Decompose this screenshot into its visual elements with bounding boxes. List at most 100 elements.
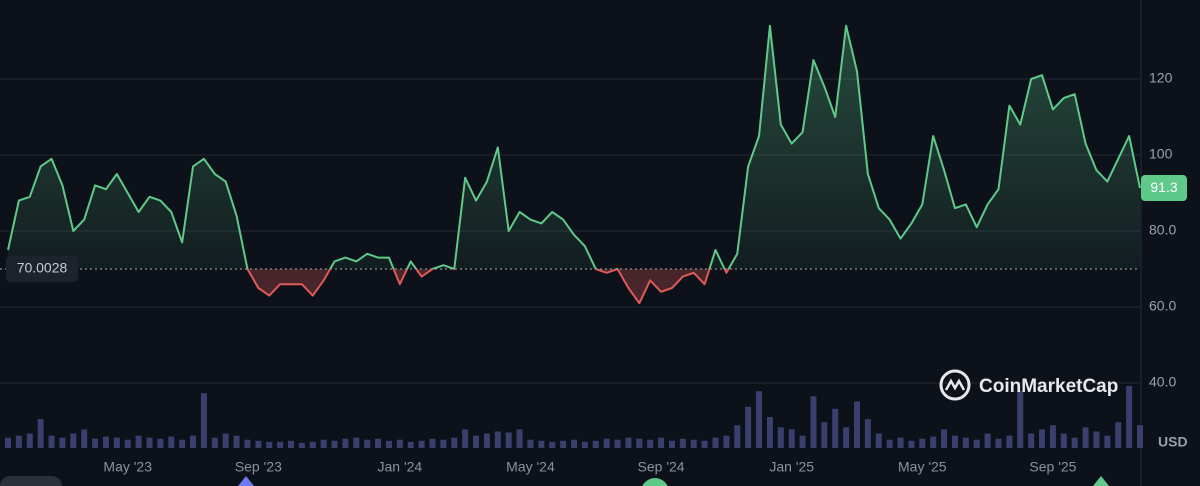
event-marker[interactable] <box>641 478 669 486</box>
volume-bar <box>919 438 926 448</box>
volume-bar <box>908 440 915 448</box>
x-tick-label: Jan '24 <box>377 459 422 475</box>
volume-bar <box>222 433 229 448</box>
logo-icon <box>939 369 971 401</box>
x-tick-label: May '24 <box>506 459 555 475</box>
x-tick-label: Sep '25 <box>1029 459 1076 475</box>
volume-bar <box>233 435 240 448</box>
volume-bar <box>723 435 730 448</box>
volume-bar <box>124 439 131 448</box>
volume-bar <box>1126 386 1133 448</box>
event-marker[interactable] <box>1093 476 1109 486</box>
volume-bar <box>473 435 480 448</box>
volume-bar <box>113 437 120 448</box>
volume-bar <box>211 437 218 448</box>
volume-bar <box>995 438 1002 448</box>
volume-bar <box>549 441 556 448</box>
volume-bar <box>1039 429 1046 448</box>
volume-bar <box>168 436 175 448</box>
volume-bar <box>984 433 991 448</box>
y-tick-label: 80.0 <box>1149 222 1176 238</box>
volume-bar <box>37 419 44 448</box>
volume-bar <box>277 441 284 448</box>
volume-bar <box>854 401 860 448</box>
volume-bar <box>668 440 675 448</box>
volume-bar <box>788 429 795 448</box>
volume-bar <box>592 440 599 448</box>
volume-bar <box>647 439 654 448</box>
volume-bar <box>429 438 436 448</box>
x-tick-label: Sep '24 <box>638 459 685 475</box>
volume-bar <box>875 433 882 448</box>
volume-bar <box>331 440 338 448</box>
volume-bar <box>1060 433 1067 448</box>
baseline-label: 70.0028 <box>17 260 68 276</box>
plot <box>0 24 1141 305</box>
volume-bar <box>70 433 77 448</box>
area-below <box>247 268 729 304</box>
volume-bar <box>81 429 88 448</box>
volume-bar <box>745 406 752 448</box>
volume-bar <box>342 438 349 448</box>
x-tick-label: Jan '25 <box>769 459 814 475</box>
volume-bar <box>734 425 741 448</box>
volume-bar <box>581 441 588 448</box>
baseline-label-box <box>6 255 78 282</box>
volume-bar <box>690 439 697 448</box>
watermark-text: CoinMarketCap <box>979 376 1118 397</box>
volume-bar <box>658 437 665 448</box>
volume-bar <box>244 439 251 448</box>
currency-label: USD <box>1158 434 1188 450</box>
control-button[interactable] <box>0 476 62 486</box>
volume-bar <box>1104 435 1111 448</box>
volume-bar <box>962 437 969 448</box>
volume-bar <box>843 427 850 448</box>
volume-bar <box>179 439 186 448</box>
volume-bar <box>571 439 577 448</box>
volume-bar <box>102 436 109 448</box>
volume-bar <box>1071 437 1078 448</box>
volume-bar <box>5 437 11 448</box>
volume-bar <box>636 438 643 448</box>
x-tick-label: May '25 <box>898 459 947 475</box>
volume-bar <box>832 408 839 448</box>
event-marker[interactable] <box>238 476 254 486</box>
x-tick-label: Sep '23 <box>235 459 282 475</box>
volume-bar <box>930 436 937 448</box>
volume-bar <box>26 433 33 448</box>
price-tag <box>1141 175 1187 202</box>
volume-bar <box>614 439 621 448</box>
price-line-up <box>7 24 1141 269</box>
volume-bar <box>266 441 273 448</box>
volume-bar <box>897 437 904 448</box>
volume-bar <box>298 442 305 448</box>
volume-bar <box>712 437 719 448</box>
volume-bar <box>462 429 469 448</box>
volume-bar <box>288 440 294 448</box>
volume-bar <box>200 393 207 448</box>
volume-bar <box>1115 422 1122 448</box>
price-tag-label: 91.3 <box>1150 179 1177 195</box>
volume-bar <box>560 440 567 448</box>
volume-bar <box>157 438 164 448</box>
volume-bar <box>59 437 66 448</box>
volume-bar <box>777 427 784 448</box>
volume-bar <box>625 437 632 448</box>
volume-bar <box>451 437 458 448</box>
volume-bar <box>396 439 403 448</box>
volume-bar <box>679 438 686 448</box>
volume-bar <box>1006 435 1013 448</box>
volume-bar <box>864 419 871 448</box>
logo-mark <box>944 378 966 391</box>
volume-bar <box>309 441 316 448</box>
volume-bar <box>48 435 55 448</box>
watermark: CoinMarketCap <box>939 369 1118 401</box>
y-tick-label: 120 <box>1149 70 1173 86</box>
volume-bar <box>255 440 262 448</box>
volume-bar <box>385 440 392 448</box>
volume-bar <box>418 440 425 448</box>
volume-bar <box>353 437 360 448</box>
volume-bar <box>407 441 414 448</box>
